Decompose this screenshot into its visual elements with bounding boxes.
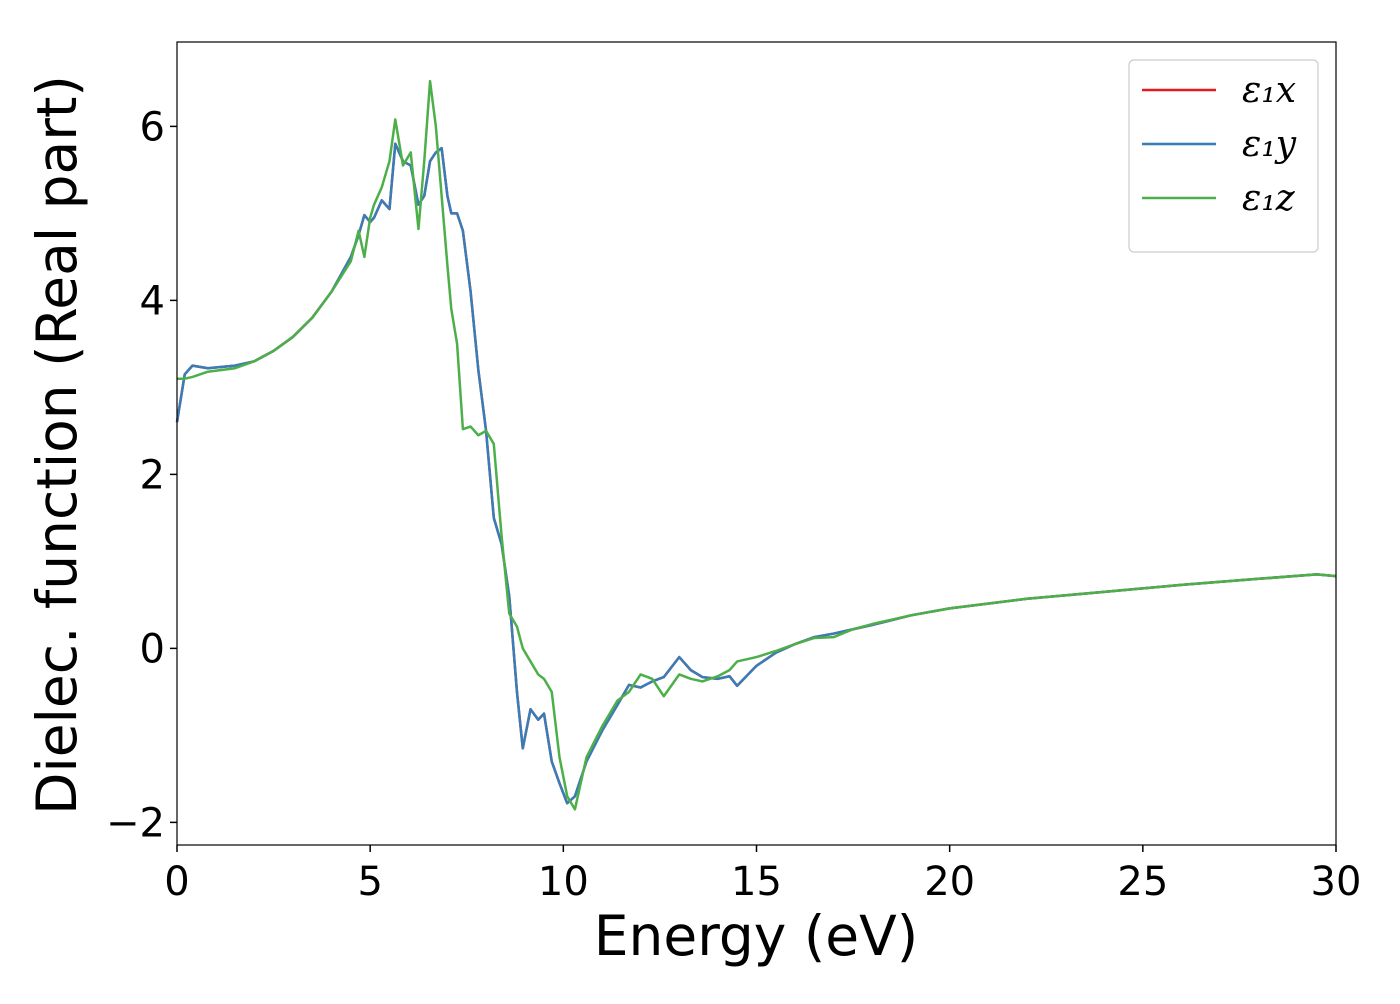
x-tick-label: 0 [164, 859, 189, 905]
y-tick-label: 4 [140, 278, 165, 324]
y-tick-label: 2 [140, 452, 165, 498]
x-tick-label: 15 [731, 859, 782, 905]
legend-label: ε₁y [1242, 124, 1297, 165]
x-tick-label: 20 [924, 859, 975, 905]
legend-label: ε₁x [1242, 70, 1296, 111]
x-tick-label: 25 [1117, 859, 1168, 905]
y-tick-label: −2 [106, 800, 165, 846]
series-line [177, 79, 1337, 811]
x-tick-label: 5 [357, 859, 382, 905]
y-axis-label: Dielec. function (Real part) [25, 75, 89, 815]
x-axis-label: Energy (eV) [594, 904, 918, 968]
x-tick-label: 30 [1311, 859, 1362, 905]
y-tick-label: 0 [140, 626, 165, 672]
plot-frame [176, 41, 1337, 846]
legend-label: ε₁z [1242, 178, 1296, 219]
y-tick-label: 6 [140, 104, 165, 150]
legend-box [1128, 59, 1319, 253]
x-tick-label: 10 [538, 859, 589, 905]
